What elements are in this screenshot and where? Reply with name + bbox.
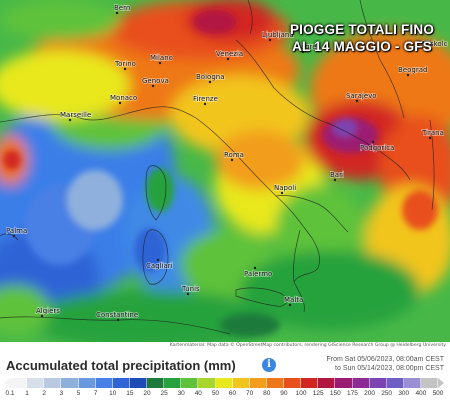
scale-swatch <box>215 378 233 388</box>
city-marseille: Marseille <box>60 111 91 119</box>
city-genova: Genova <box>142 77 169 85</box>
city-bern: Bern <box>114 4 130 12</box>
city-palma: Palma <box>6 227 27 235</box>
scale-swatch <box>232 378 250 388</box>
scale-tick-label: 250 <box>381 390 393 397</box>
scale-tick-label: 400 <box>415 390 427 397</box>
scale-tick-label: 20 <box>143 390 151 397</box>
scale-swatch <box>352 378 370 388</box>
precipitation-map: Bern Milano Torino Venezia Bologna Genov… <box>0 0 450 342</box>
city-palermo: Palermo <box>244 270 272 278</box>
coastlines <box>0 0 435 335</box>
scale-swatch <box>421 378 439 388</box>
scale-swatch <box>147 378 165 388</box>
scale-tick-label: 70 <box>246 390 254 397</box>
city-beograd: Beograd <box>398 66 427 74</box>
scale-swatch <box>301 378 319 388</box>
scale-swatch <box>112 378 130 388</box>
color-scale <box>4 378 445 390</box>
scale-swatch <box>61 378 79 388</box>
scale-tick-label: 5 <box>76 390 81 397</box>
scale-tick-label: 80 <box>263 390 271 397</box>
scale-swatch <box>198 378 216 388</box>
scale-tick-label: 0.1 <box>5 390 15 397</box>
scale-tick-label: 7 <box>93 390 98 397</box>
scale-swatch <box>249 378 267 388</box>
scale-tick-label: 1 <box>25 390 29 397</box>
scale-tick-label: 500 <box>432 390 444 397</box>
date-from: From Sat 05/06/2023, 08:00am CEST <box>326 356 444 363</box>
scale-swatch <box>164 378 182 388</box>
scale-ticks: 0.1 1 2 3 5 7 10 15 20 25 30 40 50 60 70 80 90 100 125 150 1… <box>4 390 444 400</box>
city-cagliari: Cagliari <box>146 262 173 270</box>
scale-arrow-right <box>438 378 445 388</box>
city-milano: Milano <box>150 54 173 62</box>
scale-tick-label: 25 <box>160 390 168 397</box>
city-tirana: Tirana <box>421 129 444 137</box>
scale-swatch <box>266 378 284 388</box>
city-malta: Malta <box>284 296 303 304</box>
scale-tick-label: 150 <box>329 390 341 397</box>
city-bologna: Bologna <box>196 73 224 81</box>
map-attribution: Kartenmaterial: Map data © OpenStreetMap… <box>0 342 450 350</box>
overlay-title-line1: PIOGGE TOTALI FINO <box>289 22 435 37</box>
scale-swatch <box>403 378 421 388</box>
city-tunis: Tunis <box>181 285 200 293</box>
scale-tick-label: 40 <box>194 390 202 397</box>
scale-tick-label: 15 <box>126 390 134 397</box>
scale-tick-label: 100 <box>295 390 307 397</box>
scale-tick-label: 3 <box>59 390 64 397</box>
date-range: From Sat 05/06/2023, 08:00am CEST to Sun… <box>326 355 444 373</box>
city-ljubljana: Ljubljana <box>262 31 294 39</box>
scale-swatch <box>386 378 404 388</box>
scale-swatch <box>78 378 96 388</box>
city-sarajevo: Sarajevo <box>346 92 377 100</box>
scale-tick-label: 175 <box>346 390 358 397</box>
scale-tick-label: 30 <box>177 390 185 397</box>
scale-swatch <box>129 378 147 388</box>
city-napoli: Napoli <box>274 184 296 192</box>
city-zagreb: Zagreb <box>296 43 322 51</box>
city-labels: Bern Milano Torino Venezia Bologna Genov… <box>5 3 448 322</box>
legend-title: Accumulated total precipitation (mm) <box>6 358 236 373</box>
scale-tick-label: 60 <box>228 390 237 397</box>
city-monaco: Monaco <box>110 94 137 102</box>
scale-swatch <box>369 378 387 388</box>
scale-tick-label: 50 <box>211 390 220 397</box>
scale-tick-label: 125 <box>312 390 324 397</box>
legend-panel: Accumulated total precipitation (mm) i F… <box>0 350 450 403</box>
scale-swatch <box>181 378 199 388</box>
city-algiers: Algiers <box>36 307 60 315</box>
scale-tick-label: 2 <box>42 390 47 397</box>
scale-swatch <box>44 378 62 388</box>
scale-swatch <box>27 378 45 388</box>
city-roma: Roma <box>224 151 244 159</box>
scale-swatch <box>95 378 113 388</box>
scale-swatch <box>10 378 28 388</box>
info-icon[interactable]: i <box>262 358 276 372</box>
scale-arrow-left <box>4 378 10 388</box>
scale-tick-label: 300 <box>398 390 410 397</box>
city-bari: Bari <box>330 171 344 179</box>
date-to: to Sun 05/14/2023, 08:00pm CEST <box>335 365 444 372</box>
scale-swatch <box>335 378 353 388</box>
scale-swatch <box>284 378 302 388</box>
overlay-title-line2: AL 14 MAGGIO - GFS <box>292 39 432 54</box>
scale-tick-label: 200 <box>364 390 375 397</box>
city-constantine: Constantine <box>96 311 138 319</box>
precipitation-peaks <box>3 10 438 337</box>
city-torino: Torino <box>114 60 136 68</box>
scale-tick-label: 90 <box>280 390 288 397</box>
city-miskolc: Miskolc <box>422 40 448 48</box>
city-firenze: Firenze <box>193 95 218 103</box>
scale-swatch <box>318 378 336 388</box>
city-venezia: Venezia <box>216 50 243 58</box>
scale-tick-label: 10 <box>109 390 117 397</box>
city-podgorica: Podgorica <box>360 144 394 152</box>
